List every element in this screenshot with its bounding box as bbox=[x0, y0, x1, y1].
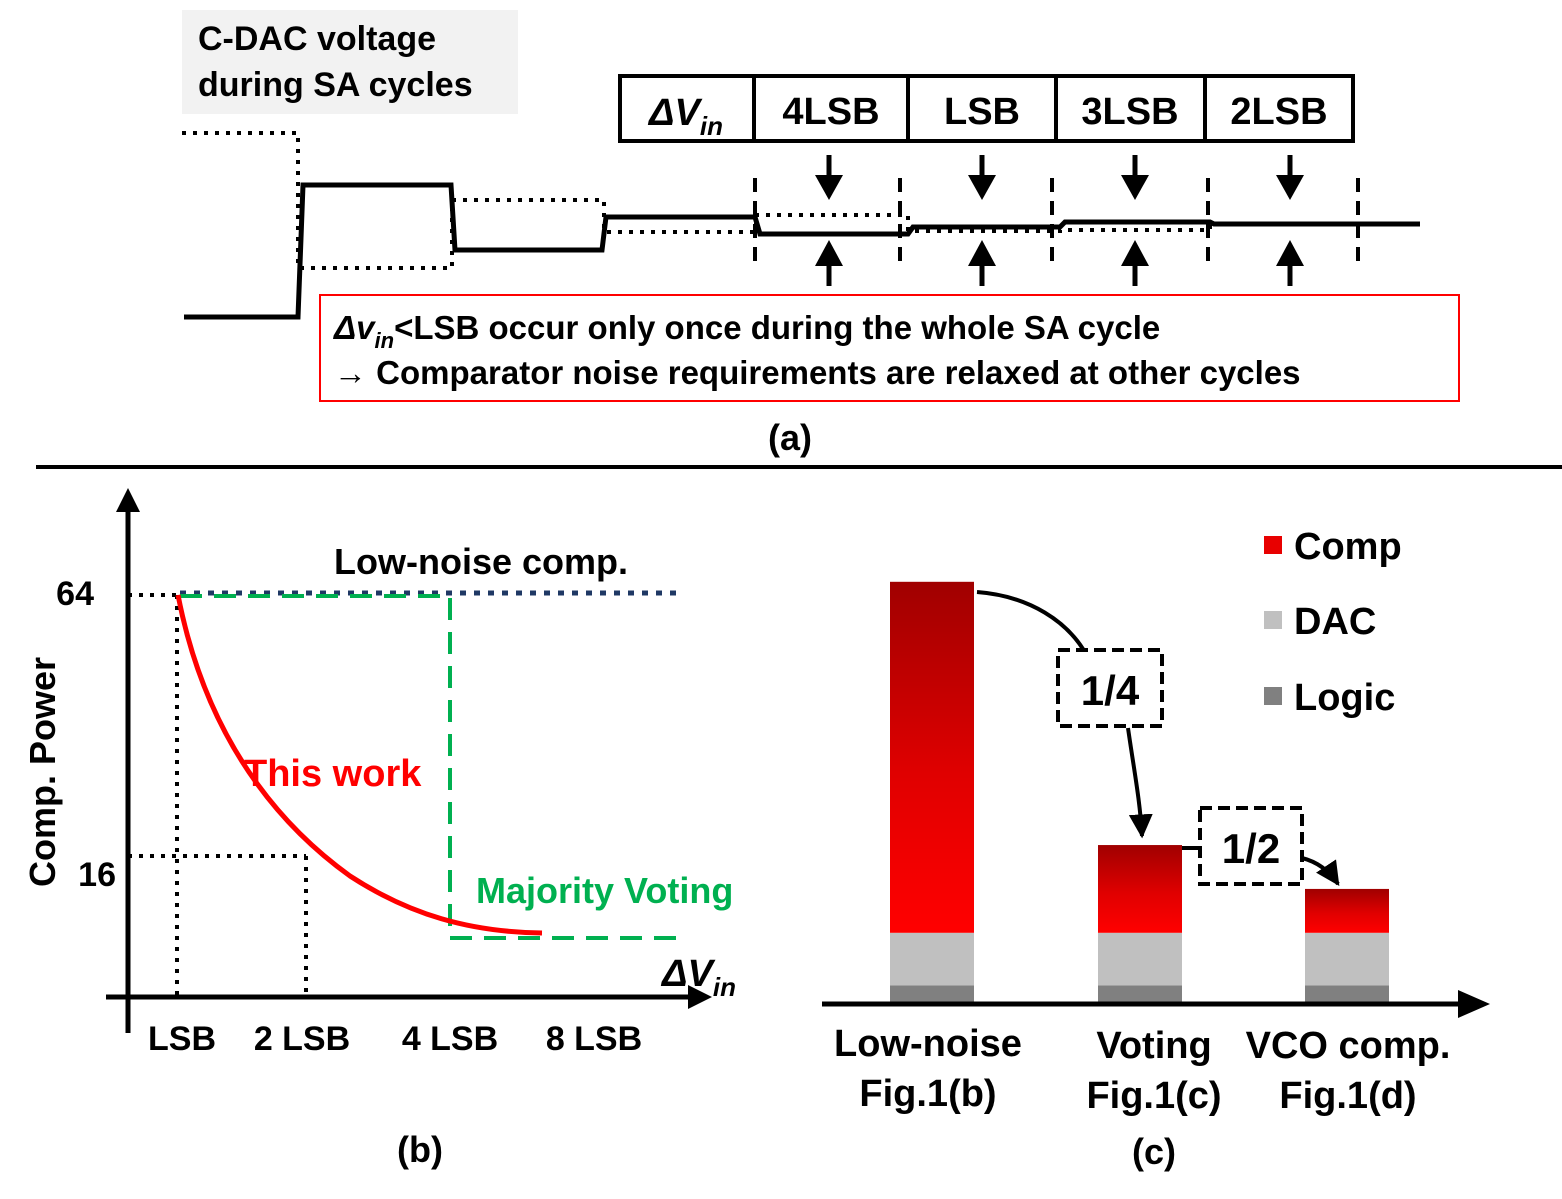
x-axis-label: ΔVin bbox=[660, 953, 736, 1002]
y-tick-16: 16 bbox=[78, 856, 116, 894]
note-box bbox=[319, 294, 1460, 402]
ratio-1: 1/4 bbox=[1081, 667, 1140, 714]
bar-x-axis-arrow bbox=[1458, 990, 1490, 1018]
caption-b: (b) bbox=[397, 1129, 443, 1170]
bar-voting-comp bbox=[1098, 845, 1182, 933]
reference-waveform bbox=[182, 131, 1420, 270]
note-line2: → Comparator noise requirements are rela… bbox=[334, 354, 1301, 391]
stacked-bars bbox=[890, 581, 1389, 1003]
bar-sublabel-voting: Fig.1(c) bbox=[1086, 1075, 1221, 1117]
legend-dac: DAC bbox=[1294, 601, 1376, 643]
caption-c: (c) bbox=[1132, 1131, 1176, 1172]
bar-low-noise-comp bbox=[890, 581, 974, 933]
low-noise-label: Low-noise comp. bbox=[334, 541, 628, 582]
bar-vco-comp bbox=[1305, 888, 1389, 933]
delta-v-table: ΔVin 4LSB LSB 3LSB 2LSB bbox=[618, 74, 1355, 143]
x-axis-arrow bbox=[688, 985, 712, 1009]
legend-comp: Comp bbox=[1294, 526, 1402, 568]
cdac-waveform bbox=[184, 182, 1420, 320]
x-tick-8lsb: 8 LSB bbox=[546, 1020, 642, 1058]
bar-vco-dac bbox=[1305, 932, 1389, 986]
legend-swatch-comp bbox=[1264, 536, 1282, 554]
ratio-arrow-1b bbox=[1126, 727, 1153, 839]
majority-voting-line bbox=[180, 594, 676, 940]
legend: Comp DAC Logic bbox=[1264, 526, 1402, 719]
bar-voting-logic bbox=[1098, 985, 1182, 1003]
ratio-box-1 bbox=[1056, 648, 1164, 728]
this-work-label: This work bbox=[244, 753, 422, 795]
legend-swatch-logic bbox=[1264, 687, 1282, 705]
ratio-box-2 bbox=[1198, 806, 1304, 886]
y-axis-label: Comp. Power bbox=[22, 657, 63, 887]
table-cell-2: LSB bbox=[944, 91, 1020, 133]
table-header-cell: ΔVin bbox=[647, 92, 723, 141]
title-box bbox=[182, 10, 518, 114]
x-tick-lsb: LSB bbox=[148, 1020, 216, 1058]
bar-vco-logic bbox=[1305, 985, 1389, 1003]
panel-a: C-DAC voltage during SA cycles ΔVin 4LSB… bbox=[182, 10, 1460, 458]
caption-a: (a) bbox=[768, 417, 812, 458]
ratio-2: 1/2 bbox=[1222, 825, 1280, 872]
bar-label-voting: Voting bbox=[1096, 1025, 1211, 1067]
table-cell-3: 3LSB bbox=[1081, 91, 1178, 133]
panel-a-title-line2: during SA cycles bbox=[198, 66, 473, 104]
this-work-curve bbox=[175, 594, 543, 936]
y-axis-arrow bbox=[116, 488, 140, 512]
legend-swatch-dac bbox=[1264, 611, 1282, 629]
bar-label-vco: VCO comp. bbox=[1246, 1025, 1451, 1067]
table-cell-1: 4LSB bbox=[782, 91, 879, 133]
ratio-arrow-1a bbox=[976, 590, 1088, 655]
note-line1: Δvin<LSB occur only once during the whol… bbox=[332, 309, 1160, 353]
ratio-arrow-2b bbox=[1301, 856, 1340, 886]
bar-voting-dac bbox=[1098, 932, 1182, 986]
panel-a-title-line1: C-DAC voltage bbox=[198, 20, 436, 58]
bar-sublabel-vco: Fig.1(d) bbox=[1279, 1075, 1416, 1117]
bar-sublabel-low-noise: Fig.1(b) bbox=[859, 1073, 996, 1115]
cycle-separators bbox=[753, 178, 1360, 262]
guide-lines bbox=[128, 593, 308, 997]
bar-low-noise-logic bbox=[890, 985, 974, 1003]
majority-voting-label: Majority Voting bbox=[476, 870, 733, 911]
x-tick-2lsb: 2 LSB bbox=[254, 1020, 350, 1058]
panel-b: Comp. Power 64 16 LSB 2 LSB 4 LSB 8 LSB … bbox=[22, 488, 736, 1170]
bar-low-noise-dac bbox=[890, 932, 974, 986]
panel-c: Comp DAC Logic Low-noise Fig.1(b) Voting… bbox=[822, 526, 1490, 1172]
table-cell-4: 2LSB bbox=[1230, 91, 1327, 133]
x-tick-4lsb: 4 LSB bbox=[402, 1020, 498, 1058]
delta-arrows bbox=[815, 155, 1304, 286]
bar-label-low-noise: Low-noise bbox=[834, 1023, 1022, 1065]
legend-logic: Logic bbox=[1294, 677, 1395, 719]
y-tick-64: 64 bbox=[56, 575, 94, 613]
